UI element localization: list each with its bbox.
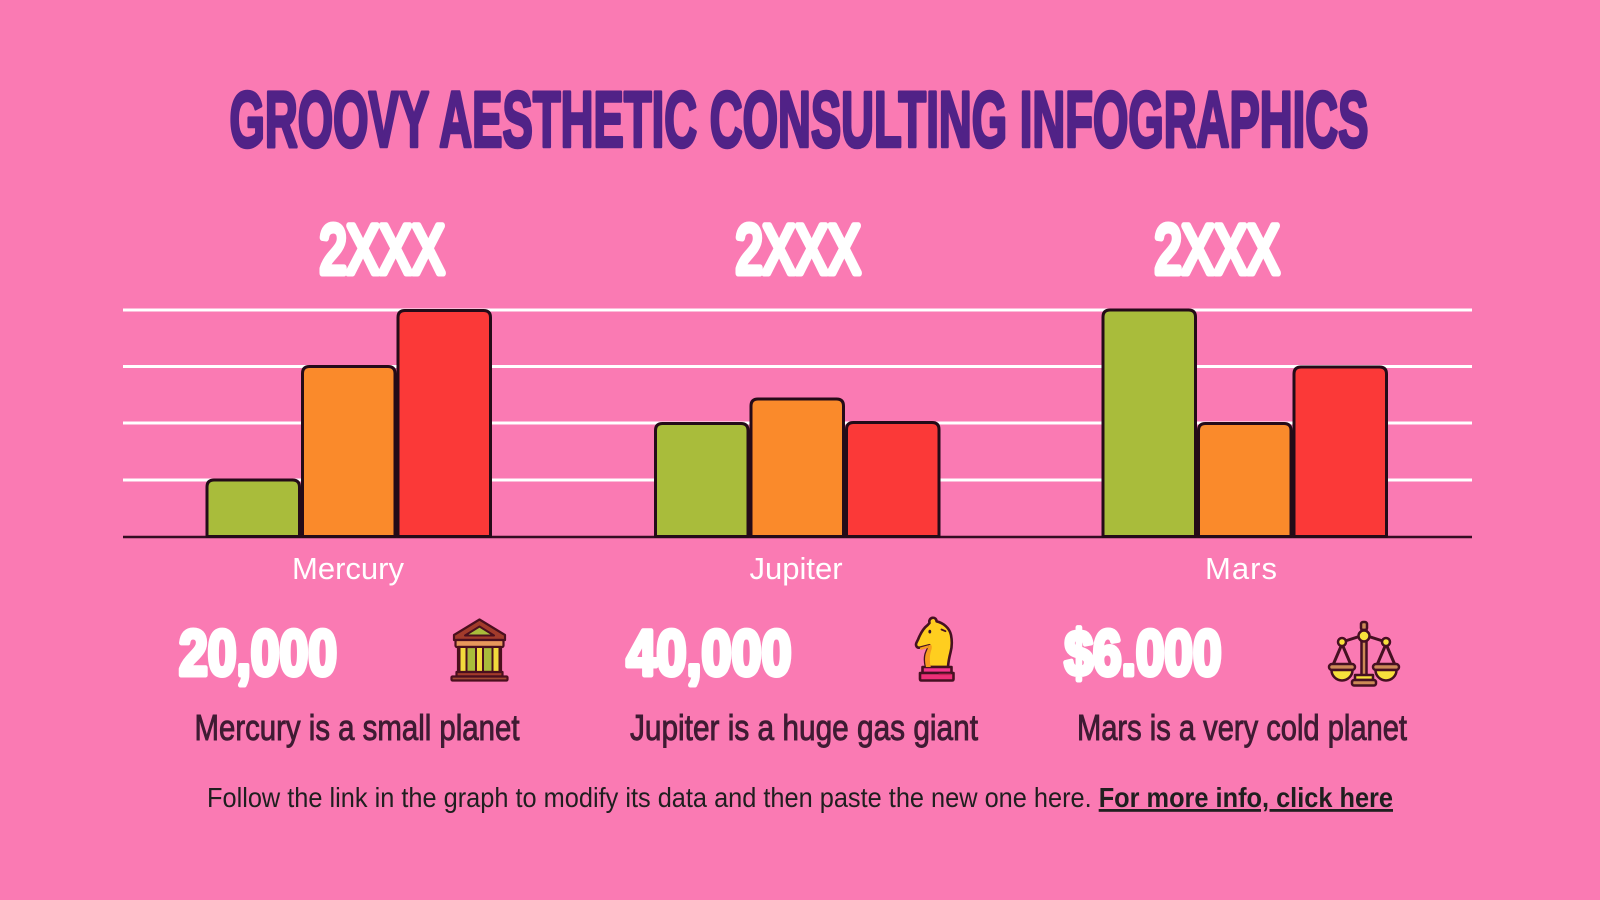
svg-text:GROOVY AESTHETIC CONSULTING IN: GROOVY AESTHETIC CONSULTING INFOGRAPHICS (230, 75, 1369, 164)
svg-text:Mars is a very cold planet: Mars is a very cold planet (1077, 707, 1407, 748)
svg-text:Follow the link in the graph t: Follow the link in the graph to modify i… (207, 782, 1393, 813)
svg-text:Mercury: Mercury (292, 551, 404, 586)
svg-text:2XXX: 2XXX (1155, 211, 1280, 288)
svg-text:Mars: Mars (1205, 551, 1277, 586)
svg-text:2XXX: 2XXX (320, 211, 445, 288)
svg-text:40,000: 40,000 (627, 617, 792, 689)
svg-text:20,000: 20,000 (179, 617, 337, 689)
svg-text:2XXX: 2XXX (736, 211, 861, 288)
svg-text:Mercury is a small planet: Mercury is a small planet (195, 707, 520, 748)
svg-text:$6.000: $6.000 (1065, 617, 1222, 689)
svg-text:Jupiter: Jupiter (749, 551, 842, 586)
svg-text:Jupiter is a huge gas giant: Jupiter is a huge gas giant (630, 707, 978, 748)
